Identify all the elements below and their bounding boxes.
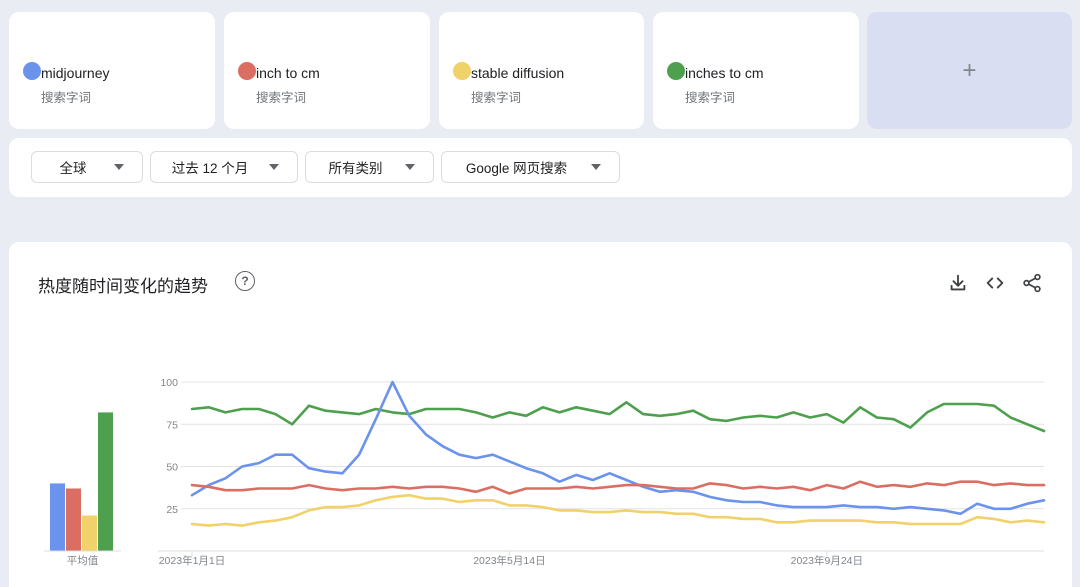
term-type: 搜索字词	[471, 91, 522, 105]
average-bar	[66, 488, 81, 551]
term-card-midjourney[interactable]: midjourney 搜索字词	[9, 12, 215, 129]
filter-bar: 全球 过去 12 个月 所有类别 Google 网页搜索	[9, 138, 1072, 197]
series-line	[190, 380, 1046, 516]
x-tick-label: 2023年1月1日	[159, 554, 226, 567]
series-line	[190, 480, 1046, 495]
search-type-filter-label: Google 网页搜索	[465, 161, 568, 176]
y-tick-label: 100	[160, 377, 178, 389]
average-label: 平均值	[67, 554, 99, 567]
term-card-inches-to-cm[interactable]: inches to cm 搜索字词	[653, 12, 859, 129]
x-tick-label: 2023年5月14日	[473, 554, 545, 567]
term-color-dot	[667, 62, 685, 80]
help-icon[interactable]: ?	[235, 271, 255, 291]
chevron-down-icon	[269, 164, 279, 170]
time-filter[interactable]: 过去 12 个月	[150, 151, 298, 183]
trend-chart: 25 50 75 100 2023年1月1日 2023年5月14日 2023年9月24日 平均…	[44, 377, 1046, 567]
region-filter[interactable]: 全球	[31, 151, 143, 183]
region-filter-label: 全球	[59, 161, 87, 176]
term-color-dot	[238, 62, 256, 80]
term-name: inch to cm	[256, 65, 320, 81]
term-name: stable diffusion	[471, 65, 565, 81]
term-type: 搜索字词	[256, 91, 307, 105]
embed-code-icon[interactable]	[984, 272, 1006, 294]
term-color-dot	[23, 62, 41, 80]
term-type: 搜索字词	[41, 91, 92, 105]
term-card-inch-to-cm[interactable]: inch to cm 搜索字词	[224, 12, 430, 129]
term-name: inches to cm	[685, 65, 764, 81]
chevron-down-icon	[591, 164, 601, 170]
term-color-dot	[453, 62, 471, 80]
average-bar	[98, 412, 113, 551]
series-line	[190, 493, 1046, 527]
term-type: 搜索字词	[685, 91, 736, 105]
interest-over-time-card: 热度随时间变化的趋势 ? 25 50 75 100 2023年1月1日 2023年5月14…	[9, 242, 1072, 587]
average-bar	[82, 515, 97, 551]
series-line	[190, 401, 1046, 433]
chevron-down-icon	[114, 164, 124, 170]
chevron-down-icon	[405, 164, 415, 170]
term-name: midjourney	[41, 65, 110, 81]
y-tick-label: 50	[166, 462, 178, 474]
download-icon[interactable]	[947, 272, 969, 294]
add-term-button[interactable]: +	[867, 12, 1072, 129]
y-tick-label: 25	[166, 504, 178, 516]
category-filter-label: 所有类别	[328, 161, 383, 176]
time-filter-label: 过去 12 个月	[171, 161, 249, 176]
term-card-stable-diffusion[interactable]: stable diffusion 搜索字词	[439, 12, 644, 129]
average-bar	[50, 483, 65, 551]
search-type-filter[interactable]: Google 网页搜索	[441, 151, 620, 183]
category-filter[interactable]: 所有类别	[305, 151, 434, 183]
share-icon[interactable]	[1021, 272, 1043, 294]
x-tick-label: 2023年9月24日	[791, 554, 863, 567]
y-tick-label: 75	[166, 419, 178, 431]
card-title: 热度随时间变化的趋势	[38, 277, 208, 296]
